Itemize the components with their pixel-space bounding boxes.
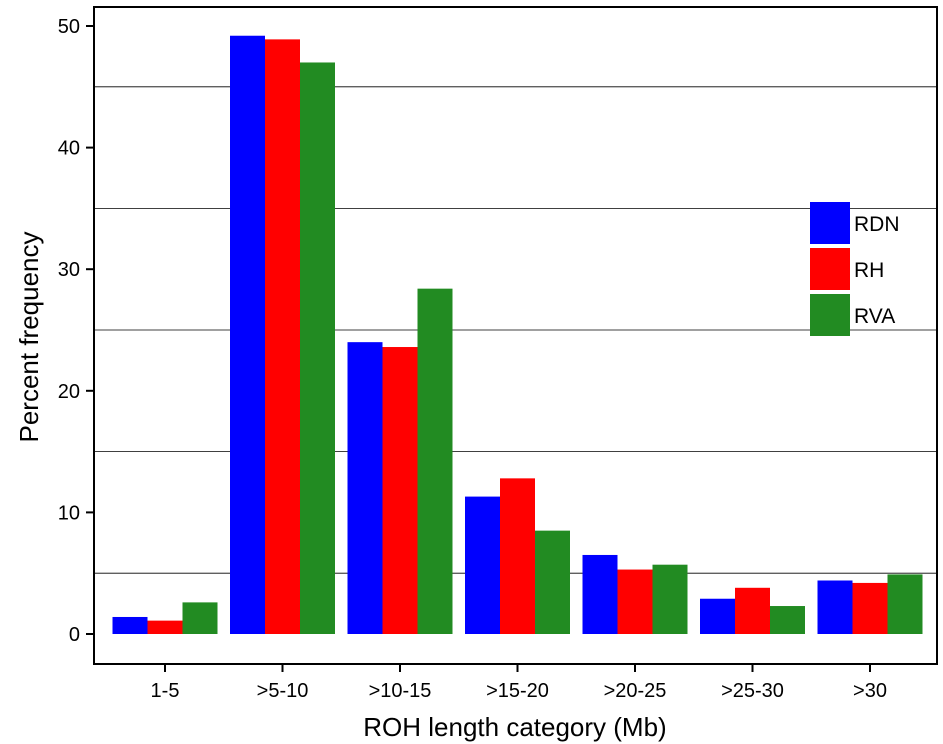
bar-rdn: [230, 35, 265, 634]
x-tick-label: 1-5: [151, 680, 180, 702]
bar-rh: [852, 582, 888, 634]
bar-rdn: [582, 554, 618, 634]
legend-label-rva: RVA: [854, 305, 895, 328]
y-tick-label: 0: [69, 624, 80, 646]
bar-rva: [535, 530, 570, 634]
bar-rva: [770, 606, 805, 634]
x-axis-ticks: 1-5 >5-10 >10-15 >15-20 >20-25 >25-30 >30: [151, 664, 887, 702]
x-tick-label: >15-20: [486, 680, 549, 702]
legend-swatch-rh: [810, 248, 850, 290]
legend-label-rdn: RDN: [854, 213, 900, 236]
y-tick-label: 40: [58, 138, 80, 160]
bar-rdn: [465, 496, 500, 634]
y-axis-title: Percent frequency: [14, 231, 44, 442]
legend-label-rh: RH: [854, 259, 884, 282]
bar-rdn: [112, 616, 148, 634]
legend-swatch-rva: [810, 294, 850, 336]
bar-rh: [265, 39, 300, 635]
bar-rh: [147, 620, 183, 634]
bar-rh: [500, 478, 535, 634]
bar-rdn: [817, 580, 853, 634]
y-tick-label: 10: [58, 502, 80, 524]
bar-rdn: [700, 598, 735, 634]
legend: RDN RH RVA: [810, 202, 900, 336]
x-tick-label: >5-10: [257, 680, 309, 702]
y-tick-label: 50: [58, 16, 80, 38]
x-tick-label: >30: [853, 680, 887, 702]
bar-rva: [300, 62, 335, 635]
bar-rh: [735, 587, 770, 634]
bar-rva: [887, 574, 923, 634]
bar-rh: [617, 569, 653, 634]
bar-rva: [652, 564, 688, 634]
x-tick-label: >25-30: [721, 680, 784, 702]
plot-frame: [93, 6, 938, 665]
x-axis-title: ROH length category (Mb): [363, 712, 666, 742]
y-axis-ticks: 0 10 20 30 40 50: [58, 16, 94, 646]
bar-rdn: [347, 342, 383, 634]
x-tick-label: >10-15: [369, 680, 432, 702]
legend-swatch-rdn: [810, 202, 850, 244]
y-tick-label: 20: [58, 381, 80, 403]
y-tick-label: 30: [58, 259, 80, 281]
bar-rh: [382, 347, 418, 634]
bars: [112, 35, 923, 635]
x-tick-label: >20-25: [604, 680, 667, 702]
bar-rva: [182, 602, 218, 634]
bar-rva: [417, 288, 453, 634]
